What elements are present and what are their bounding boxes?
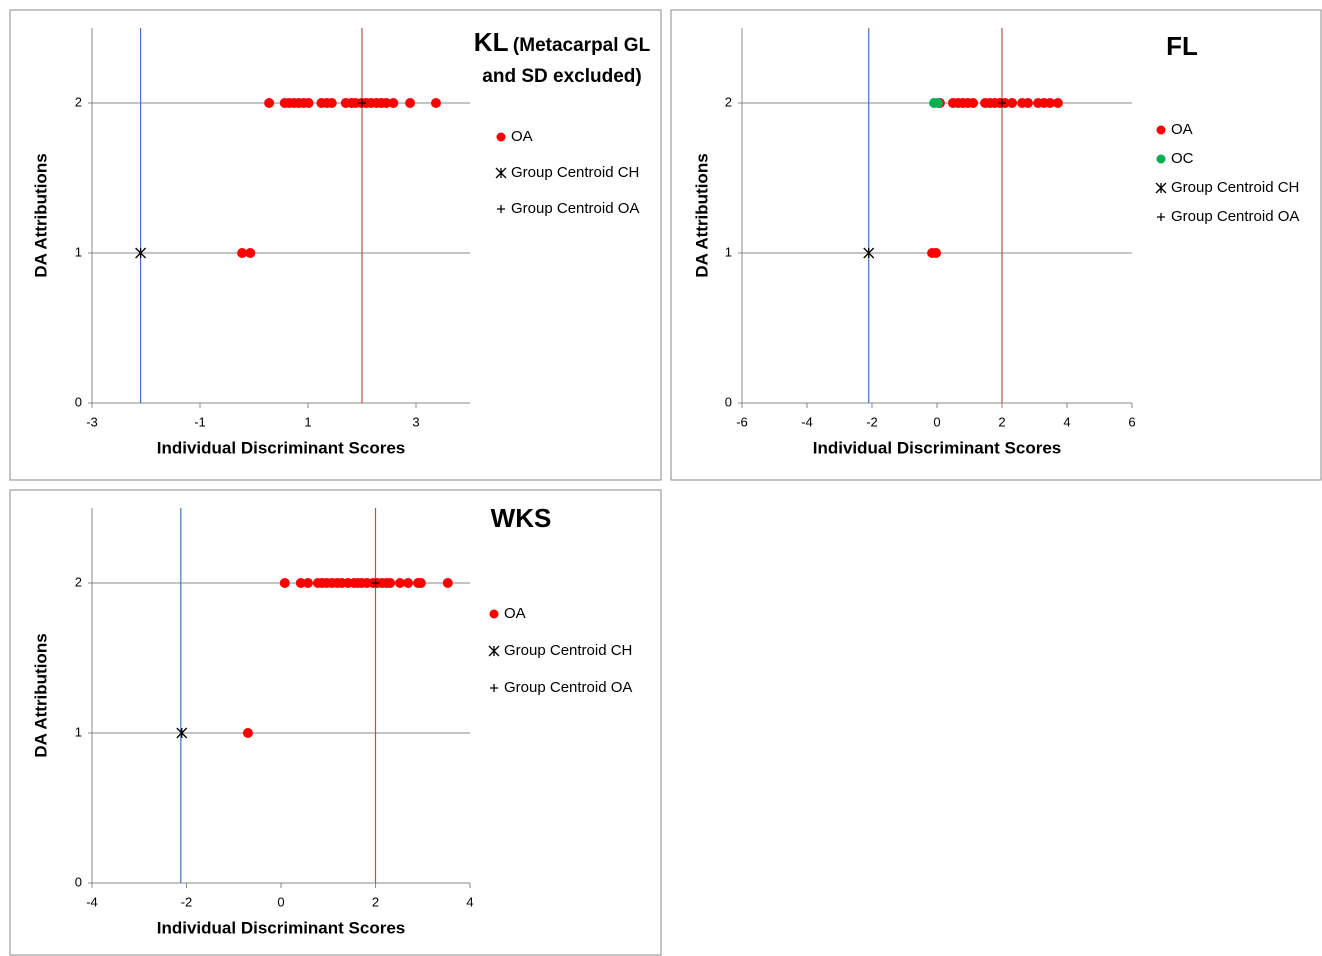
legend-marker <box>490 684 498 692</box>
point <box>388 98 399 108</box>
x-axis-title: Individual Discriminant Scores <box>157 438 405 457</box>
point <box>303 98 314 108</box>
legend-label: Group Centroid CH <box>504 642 632 659</box>
point <box>385 578 396 588</box>
chart-title: FL <box>1082 31 1282 66</box>
legend-label: Group Centroid CH <box>511 164 639 181</box>
legend-marker <box>1156 125 1166 135</box>
point <box>395 578 406 588</box>
y-tick-label: 0 <box>725 394 732 409</box>
x-tick-label: 6 <box>1128 414 1135 429</box>
legend-label: Group Centroid OA <box>511 200 639 217</box>
y-axis-title: DA Attributions <box>31 633 50 757</box>
point <box>295 578 306 588</box>
y-tick-label: 2 <box>75 574 82 589</box>
point <box>381 98 392 108</box>
legend-label: Group Centroid OA <box>1171 208 1299 225</box>
y-tick-label: 2 <box>725 94 732 109</box>
x-tick-label: 1 <box>304 414 311 429</box>
legend-label: OC <box>1171 150 1194 167</box>
title-text: KL <box>473 27 509 57</box>
point <box>442 578 453 588</box>
point <box>245 248 256 258</box>
centroid-marker <box>371 579 380 587</box>
x-tick-label: 0 <box>277 894 284 909</box>
legend-marker <box>1157 213 1165 221</box>
y-axis-title: DA Attributions <box>31 153 50 277</box>
legend-marker <box>496 132 506 142</box>
chart-panel: 0 1 2 -3 -1 1 3 Individual Discriminant Scores D… <box>31 28 639 457</box>
point <box>932 98 943 108</box>
point <box>430 98 441 108</box>
point <box>264 98 275 108</box>
point <box>403 578 414 588</box>
chart-panel: 0 1 2 -4 -2 0 2 4 Individual Discriminant Scores… <box>31 508 632 937</box>
point <box>405 98 416 108</box>
point <box>279 578 290 588</box>
x-tick-label: -2 <box>181 894 193 909</box>
subtitle-text: (Metacarpal GL and SD excluded) <box>482 35 651 87</box>
chart-panel: 0 1 2 -6 -4 -2 0 2 4 6 Individual Discriminant Sco… <box>692 28 1299 457</box>
legend-marker <box>1155 182 1167 194</box>
point <box>415 578 426 588</box>
point <box>931 248 942 258</box>
y-tick-label: 0 <box>75 394 82 409</box>
centroid-marker <box>358 99 366 107</box>
x-tick-label: 2 <box>998 414 1005 429</box>
x-tick-label: 0 <box>933 414 940 429</box>
y-tick-label: 2 <box>75 94 82 109</box>
legend-marker <box>497 205 505 213</box>
y-tick-label: 0 <box>75 874 82 889</box>
point <box>1023 98 1033 108</box>
legend-marker <box>1156 154 1166 164</box>
x-tick-label: -1 <box>194 414 206 429</box>
x-axis-title: Individual Discriminant Scores <box>157 918 405 937</box>
x-tick-label: -4 <box>801 414 813 429</box>
legend-label: Group Centroid CH <box>1171 179 1299 196</box>
point <box>326 98 337 108</box>
y-tick-label: 1 <box>75 724 82 739</box>
centroid-marker <box>176 727 188 739</box>
x-tick-label: 2 <box>372 894 379 909</box>
x-tick-label: 3 <box>412 414 419 429</box>
legend-label: Group Centroid OA <box>504 679 632 696</box>
title-text: WKS <box>490 503 552 533</box>
point <box>1007 98 1018 108</box>
legend-marker <box>495 167 507 179</box>
legend-marker <box>488 645 500 657</box>
y-tick-label: 1 <box>725 244 732 259</box>
point <box>968 98 979 108</box>
legend-marker <box>489 609 499 619</box>
centroid-marker <box>998 99 1006 107</box>
centroid-marker <box>135 247 147 259</box>
x-tick-label: -3 <box>86 414 98 429</box>
x-tick-label: 4 <box>466 894 473 909</box>
y-axis-title: DA Attributions <box>692 153 711 277</box>
panel-border <box>670 9 1322 481</box>
centroid-marker <box>863 247 875 259</box>
point <box>1045 98 1056 108</box>
x-tick-label: 4 <box>1063 414 1070 429</box>
x-tick-label: -2 <box>866 414 878 429</box>
point <box>302 578 313 588</box>
panel-border <box>9 9 662 481</box>
x-tick-label: -6 <box>736 414 748 429</box>
title-text: FL <box>1166 31 1198 61</box>
x-axis-title: Individual Discriminant Scores <box>813 438 1061 457</box>
legend-label: OA <box>511 128 533 145</box>
x-tick-label: -4 <box>86 894 98 909</box>
panel-border <box>9 489 662 956</box>
chart-title: KL (Metacarpal GL and SD excluded) <box>462 27 662 93</box>
point <box>242 728 253 738</box>
y-tick-label: 1 <box>75 244 82 259</box>
chart-title: WKS <box>421 503 621 538</box>
legend-label: OA <box>504 605 526 622</box>
legend-label: OA <box>1171 121 1193 138</box>
point <box>237 248 248 258</box>
point <box>1052 98 1063 108</box>
